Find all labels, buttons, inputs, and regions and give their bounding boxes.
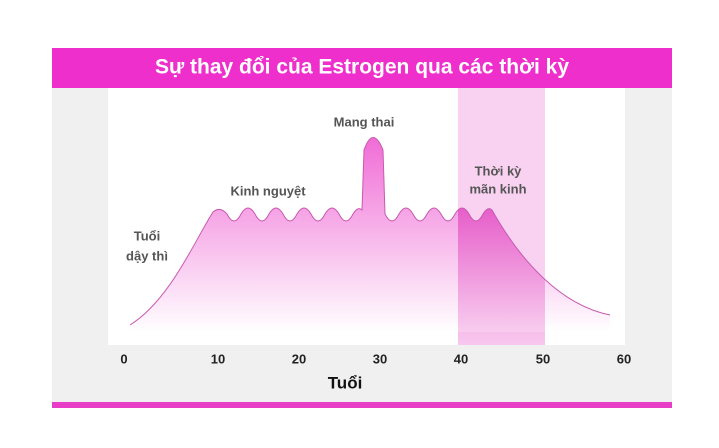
annotation: Thời kỳ	[475, 163, 523, 178]
x-tick-label: 50	[536, 351, 550, 366]
x-axis-label: Tuổi	[328, 373, 363, 392]
curve	[129, 137, 611, 345]
annotation: dậy thì	[126, 248, 168, 263]
x-tick-label: 0	[120, 351, 127, 366]
x-tick-label: 40	[454, 351, 468, 366]
x-tick-label: 10	[211, 351, 225, 366]
bottom-bar	[52, 402, 672, 408]
annotation: Mang thai	[334, 114, 395, 129]
title: Sự thay đổi của Estrogen qua các thời kỳ	[155, 56, 569, 79]
annotation: mãn kinh	[469, 181, 526, 196]
x-tick-label: 20	[292, 351, 306, 366]
annotation: Tuổi	[134, 228, 160, 243]
x-tick-label: 30	[373, 351, 387, 366]
title-bar	[52, 48, 672, 88]
x-tick-label: 60	[617, 351, 631, 366]
annotation: Kinh nguyệt	[230, 183, 306, 198]
